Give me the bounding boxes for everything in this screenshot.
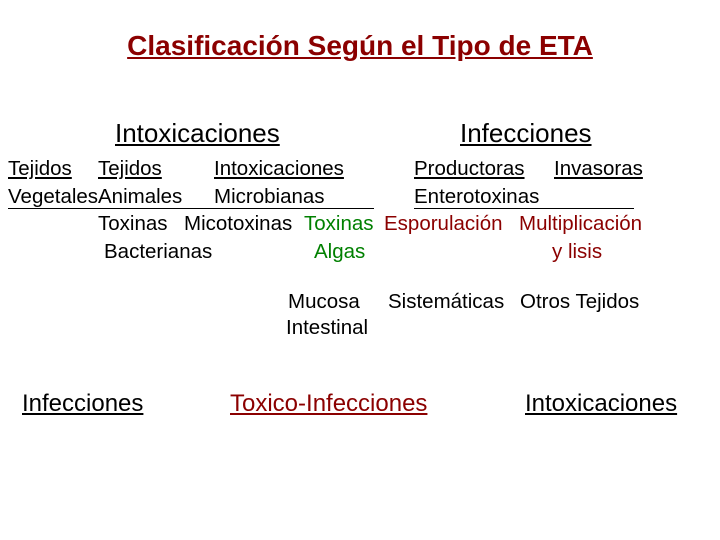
infec-multiplicacion: Multiplicación <box>519 210 642 238</box>
section-intoxicaciones: Intoxicaciones <box>115 118 280 149</box>
intox-algas: Algas <box>314 238 394 266</box>
bottom-toxico-infecciones: Toxico-Infecciones <box>230 390 427 418</box>
intox-intoxicaciones: Intoxicaciones <box>214 155 374 183</box>
intox-animales: Animales <box>98 186 214 210</box>
bottom-intoxicaciones: Intoxicaciones <box>525 390 677 418</box>
tissue-row: MucosaSistemáticasOtros Tejidos <box>288 290 639 314</box>
tissue-sistematicas: Sistemáticas <box>388 290 520 314</box>
intox-microbianas: Microbianas <box>214 186 374 210</box>
page-title: Clasificación Según el Tipo de ETA <box>0 30 720 62</box>
infec-ylisis: y lisis <box>552 238 602 266</box>
tissue-mucosa: Mucosa <box>288 290 388 314</box>
intox-tejidos-2: Tejidos <box>98 155 214 183</box>
classification-body: TejidosTejidosIntoxicacionesProductorasI… <box>8 155 712 266</box>
infec-enterotoxinas: Enterotoxinas <box>414 186 634 210</box>
infec-esporulacion: Esporulación <box>384 210 519 238</box>
intox-tejidos-1: Tejidos <box>8 155 98 183</box>
tissue-otros: Otros Tejidos <box>520 290 639 314</box>
intox-bacterianas: Bacterianas <box>104 238 314 266</box>
intox-toxinas-1: Toxinas <box>98 210 184 238</box>
bottom-infecciones: Infecciones <box>22 390 143 418</box>
infec-productoras: Productoras <box>414 155 554 183</box>
infec-invasoras: Invasoras <box>554 155 643 183</box>
intox-toxinas-algas-1: Toxinas <box>304 210 384 238</box>
tissue-intestinal: Intestinal <box>286 316 368 340</box>
intox-vegetales: Vegetales <box>8 186 98 210</box>
intox-micotoxinas: Micotoxinas <box>184 210 304 238</box>
section-infecciones: Infecciones <box>460 118 592 149</box>
